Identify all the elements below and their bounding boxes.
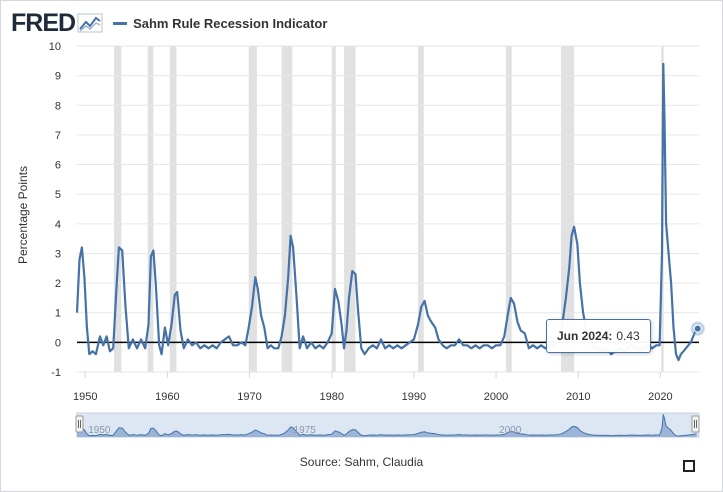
x-tick-label: 1980: [319, 391, 343, 403]
y-tick-label: 6: [55, 160, 61, 172]
source-label: Source:: [299, 455, 342, 469]
y-tick-label: 3: [55, 248, 61, 260]
chart-header: FRED Sahm Rule Recession Indicator: [11, 9, 327, 37]
recession-band: [147, 46, 154, 372]
chart-legend: Sahm Rule Recession Indicator: [113, 16, 327, 31]
recession-band: [331, 46, 336, 372]
y-tick-label: 8: [55, 100, 61, 112]
recession-band: [344, 46, 356, 372]
navigator-window[interactable]: [76, 412, 700, 438]
fullscreen-icon[interactable]: [683, 460, 695, 472]
source-value: Sahm, Claudia: [344, 455, 424, 469]
tooltip-value: 0.43: [616, 329, 640, 343]
recession-band: [113, 46, 122, 372]
y-tick-label: -1: [51, 367, 61, 379]
navigator-handle-right[interactable]: [691, 415, 700, 433]
x-tick-label: 1950: [73, 391, 97, 403]
y-axis-label: Percentage Points: [16, 166, 30, 264]
y-tick-label: 1: [55, 308, 61, 320]
x-tick-label: 1970: [237, 391, 261, 403]
y-tick-label: 2: [55, 278, 61, 290]
recession-band: [417, 46, 424, 372]
tooltip-date: Jun 2024:: [557, 329, 613, 343]
recession-band: [248, 46, 257, 372]
fred-graph-icon: [77, 13, 103, 33]
source-note: Source: Sahm, Claudia: [0, 455, 723, 469]
y-tick-label: 5: [55, 189, 61, 201]
legend-swatch: [113, 21, 128, 25]
recession-band: [560, 46, 575, 372]
navigator-line: [76, 414, 697, 437]
recession-band: [281, 46, 293, 372]
fred-logo-text: FRED: [11, 8, 76, 37]
y-tick-label: 4: [55, 219, 61, 231]
navigator-handle-left[interactable]: [75, 415, 84, 433]
y-tick-label: 10: [49, 41, 61, 53]
legend-label: Sahm Rule Recession Indicator: [133, 15, 328, 31]
x-tick-label: 1990: [402, 391, 426, 403]
x-tick-label: 1960: [155, 391, 179, 403]
y-tick-label: 7: [55, 130, 61, 142]
recession-band: [169, 46, 177, 372]
y-tick-label: 0: [55, 337, 61, 349]
data-tooltip: Jun 2024: 0.43: [546, 319, 651, 353]
navigator-tick-label: 1975: [294, 425, 317, 436]
y-tick-label: 9: [55, 71, 61, 83]
x-tick-label: 2000: [484, 391, 508, 403]
recession-band: [505, 46, 512, 372]
hover-point[interactable]: [693, 324, 702, 333]
plot-area: [77, 46, 699, 372]
navigator-tick-label: 2000: [499, 425, 522, 436]
x-tick-label: 2010: [566, 391, 590, 403]
navigator-tick-label: 1950: [88, 425, 111, 436]
fred-logo[interactable]: FRED: [11, 9, 103, 38]
x-tick-label: 2020: [648, 391, 672, 403]
